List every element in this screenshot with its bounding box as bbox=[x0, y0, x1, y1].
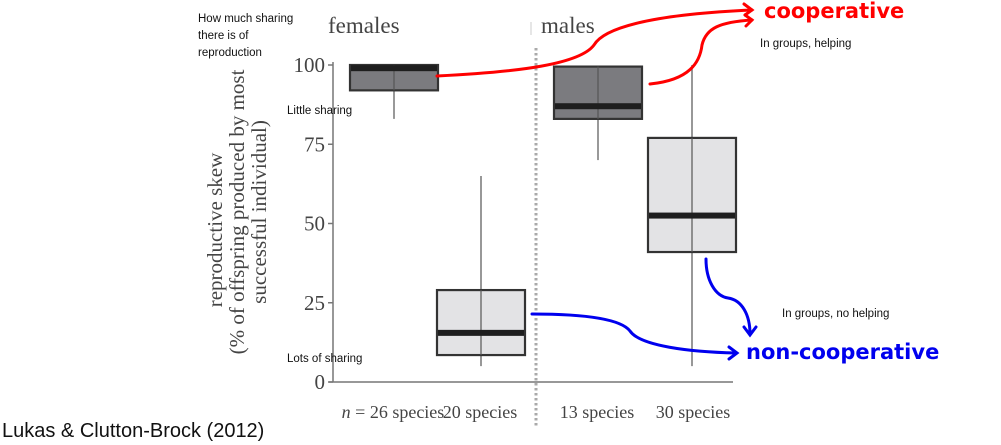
median-line bbox=[649, 212, 735, 219]
x-label-females-coop: n = 26 species bbox=[342, 402, 445, 422]
x-label-females-coop-text: = 26 species bbox=[351, 402, 445, 422]
note-line2: there is of bbox=[198, 30, 249, 42]
y-tick-label: 50 bbox=[304, 212, 325, 236]
y-tick-label: 25 bbox=[304, 291, 325, 315]
arrow-female-coop-to-cooperative bbox=[435, 8, 754, 78]
blue-arrows bbox=[530, 257, 758, 361]
note-line1: How much sharing bbox=[198, 13, 293, 25]
arrowhead-blue-2 bbox=[742, 325, 758, 338]
median-line bbox=[555, 103, 641, 110]
arrow-male-noncoop-to-noncooperative bbox=[704, 257, 752, 336]
box-females-non-cooperative bbox=[435, 175, 527, 367]
y-axis-label-line2: (% of offspring produced by most bbox=[225, 69, 249, 354]
boxes bbox=[348, 63, 738, 367]
note-line3: reproduction bbox=[198, 47, 262, 59]
axes: 0 25 50 75 100 bbox=[294, 53, 733, 394]
cooperative-label: cooperative bbox=[764, 0, 904, 23]
arrowhead-blue-1 bbox=[727, 345, 740, 361]
arrowhead-red-2 bbox=[743, 13, 755, 28]
arrow-male-coop-to-cooperative bbox=[648, 18, 754, 86]
x-label-males-coop: 13 species bbox=[560, 402, 634, 422]
median-line bbox=[438, 329, 524, 336]
y-axis-label-line1: reproductive skew bbox=[203, 152, 227, 307]
citation: Lukas & Clutton-Brock (2012) bbox=[2, 420, 264, 442]
y-tick-label: 75 bbox=[304, 132, 325, 156]
x-label-females-noncoop: 20 species bbox=[443, 402, 517, 422]
group-title-females: females bbox=[328, 13, 400, 38]
little-sharing-note: Little sharing bbox=[287, 105, 352, 117]
annotations: How much sharing there is of reproductio… bbox=[198, 0, 939, 365]
box-males-cooperative bbox=[552, 65, 644, 161]
noncooperative-label: non-cooperative bbox=[746, 340, 939, 364]
group-title-males: males bbox=[541, 13, 595, 38]
x-label-males-noncoop: 30 species bbox=[656, 402, 730, 422]
y-tick-label: 100 bbox=[294, 53, 326, 77]
red-arrows bbox=[435, 2, 755, 86]
lots-sharing-note: Lots of sharing bbox=[287, 353, 362, 365]
n-symbol: n bbox=[342, 402, 351, 422]
x-labels: n = 26 species 20 species 13 species 30 … bbox=[342, 402, 731, 422]
median-line bbox=[351, 65, 437, 72]
box-males-non-cooperative bbox=[646, 65, 738, 367]
noncooperative-sublabel: In groups, no helping bbox=[782, 308, 889, 320]
y-axis-label: reproductive skew (% of offspring produc… bbox=[203, 69, 271, 354]
arrow-female-noncoop-to-noncooperative bbox=[530, 312, 738, 355]
y-tick-label: 0 bbox=[315, 370, 326, 394]
y-axis-label-line3: successful individual) bbox=[247, 120, 271, 304]
box-females-cooperative bbox=[348, 63, 440, 119]
cooperative-sublabel: In groups, helping bbox=[760, 38, 851, 50]
arrowhead-red-1 bbox=[742, 2, 755, 17]
